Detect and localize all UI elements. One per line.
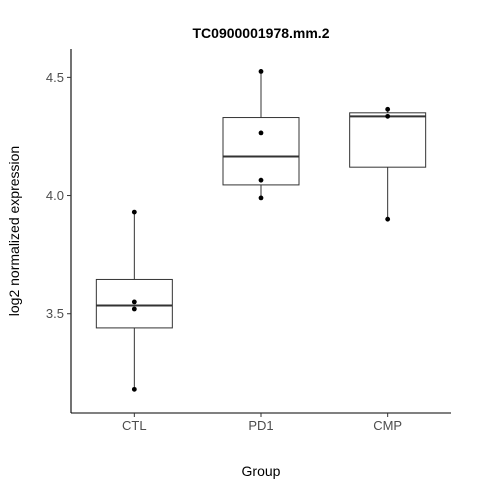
y-tick-label: 3.5 — [46, 306, 64, 321]
data-point — [131, 209, 137, 215]
data-point — [131, 306, 137, 312]
x-tick-label: CTL — [122, 418, 147, 433]
data-point — [385, 216, 391, 222]
box-cmp — [349, 106, 427, 222]
data-point — [385, 106, 391, 112]
iqr-box — [349, 112, 427, 168]
iqr-box — [222, 117, 300, 186]
data-point — [131, 386, 137, 392]
data-point — [258, 130, 264, 136]
x-tick-label: CMP — [373, 418, 402, 433]
y-axis-title: log2 normalized expression — [6, 146, 22, 316]
data-point — [258, 195, 264, 201]
box-pd1 — [222, 69, 300, 201]
data-point — [258, 177, 264, 183]
box-ctl — [95, 209, 173, 392]
axes: 3.5 4.0 4.5 CTL PD1 CMP — [46, 49, 451, 433]
y-tick-label: 4.5 — [46, 70, 64, 85]
x-tick-label: PD1 — [248, 418, 273, 433]
data-point — [131, 299, 137, 305]
x-axis-title: Group — [242, 463, 281, 479]
plot-area — [95, 69, 427, 392]
y-tick-label: 4.0 — [46, 188, 64, 203]
chart-title: TC0900001978.mm.2 — [193, 25, 330, 41]
data-point — [258, 69, 264, 74]
data-point — [385, 113, 391, 119]
